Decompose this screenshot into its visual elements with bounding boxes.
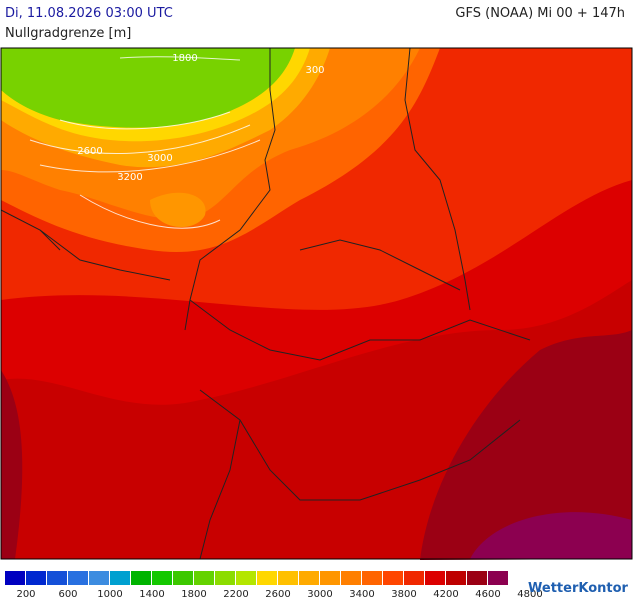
legend-swatch [467,571,487,585]
legend-swatch [446,571,466,585]
legend-swatch [26,571,46,585]
contour-label: 3200 [117,172,142,183]
legend-swatch [215,571,235,585]
legend: 200 600 1000 1400 1800 2200 2600 3000 3400 3800 42… [5,571,629,600]
legend-swatch [383,571,403,585]
contour-label: 2600 [77,146,102,157]
legend-label: 3000 [307,589,332,600]
legend-label: 200 [16,589,35,600]
legend-swatch [488,571,508,585]
legend-swatch [152,571,172,585]
legend-label: 3800 [391,589,416,600]
legend-swatch [278,571,298,585]
legend-swatch [194,571,214,585]
legend-label: 1400 [139,589,164,600]
legend-swatch [425,571,445,585]
contour-label: 3000 [147,153,172,164]
legend-label: 600 [58,589,77,600]
legend-swatch [236,571,256,585]
legend-swatch [362,571,382,585]
contour-label: 300 [305,65,324,76]
zone-4600 [470,512,632,559]
contour-label: 1800 [172,53,197,64]
legend-swatch [173,571,193,585]
legend-swatch [110,571,130,585]
datetime: Di, 11.08.2026 03:00 UTC [5,6,173,21]
legend-swatch [320,571,340,585]
legend-label: 1000 [97,589,122,600]
legend-swatch [299,571,319,585]
legend-swatch [68,571,88,585]
legend-label: 4800 [517,589,542,600]
legend-swatch [404,571,424,585]
zone-4400b [1,370,23,559]
legend-label: 4600 [475,589,500,600]
contours [29,56,261,229]
borders [0,47,531,560]
legend-label: 3400 [349,589,374,600]
model-run: GFS (NOAA) Mi 00 + 147h [455,6,625,21]
zone-3200 [150,192,206,227]
legend-swatch [89,571,109,585]
legend-swatch [341,571,361,585]
zone-2200 [1,48,295,128]
legend-label: 4200 [433,589,458,600]
legend-label: 2200 [223,589,248,600]
legend-label: 1800 [181,589,206,600]
legend-swatch [257,571,277,585]
legend-swatch [47,571,67,585]
legend-label: 2600 [265,589,290,600]
parameter: Nullgradgrenze [m] [5,26,132,41]
map-frame [0,47,633,560]
legend-swatch [5,571,25,585]
logo: WetterKontor [528,581,629,596]
legend-swatch [131,571,151,585]
zone-4400 [420,330,632,560]
